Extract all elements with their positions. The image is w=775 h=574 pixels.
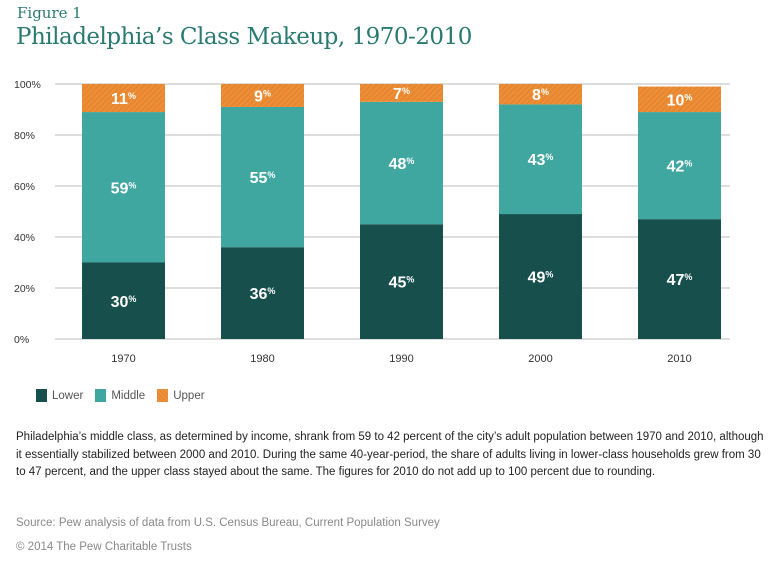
- x-tick-label: 1980: [250, 353, 274, 365]
- legend: Lower Middle Upper: [36, 389, 205, 402]
- legend-label: Upper: [173, 389, 205, 402]
- source-note: Source: Pew analysis of data from U.S. C…: [16, 517, 440, 529]
- y-tick-label: 40%: [14, 232, 35, 244]
- bar-segment-middle: [499, 104, 582, 215]
- x-tick-label: 1990: [389, 353, 413, 365]
- bar-segment-lower: [499, 214, 582, 339]
- bar-segment-upper: [82, 84, 165, 113]
- legend-swatch: [36, 389, 47, 402]
- bar-segment-lower: [221, 247, 304, 339]
- legend-item: Upper: [157, 389, 205, 402]
- x-tick-label: 2000: [528, 353, 552, 365]
- legend-item: Middle: [95, 389, 145, 402]
- legend-label: Middle: [111, 389, 146, 402]
- description: Philadelphia’s middle class, as determin…: [16, 431, 764, 478]
- y-tick-label: 20%: [14, 283, 35, 295]
- y-tick-label: 80%: [14, 130, 35, 142]
- y-tick-label: 60%: [14, 181, 35, 193]
- copyright: © 2014 The Pew Charitable Trusts: [16, 541, 192, 553]
- bar-segment-lower: [638, 219, 721, 339]
- legend-swatch: [95, 389, 107, 402]
- bar-segment-middle: [221, 106, 304, 248]
- bar-segment-lower: [360, 224, 443, 339]
- legend-swatch: [157, 389, 169, 402]
- bar-segment-upper: [499, 84, 582, 105]
- legend-item: Lower: [36, 389, 83, 402]
- figure-label: Figure 1: [17, 4, 82, 22]
- bar-segment-middle: [82, 112, 165, 263]
- y-tick-label: 0%: [14, 334, 29, 346]
- legend-label: Lower: [52, 389, 84, 402]
- x-tick-label: 1970: [111, 353, 135, 365]
- bar-segment-upper: [360, 84, 443, 102]
- y-tick-label: 100%: [14, 79, 41, 91]
- bar-segment-upper: [221, 84, 304, 107]
- chart-title: Philadelphia’s Class Makeup, 1970-2010: [16, 24, 472, 50]
- bar-segment-middle: [360, 101, 443, 225]
- x-tick-label: 2010: [667, 353, 691, 365]
- bar-segment-middle: [638, 112, 721, 220]
- bar-segment-lower: [82, 262, 165, 339]
- bar-segment-upper: [638, 86, 721, 113]
